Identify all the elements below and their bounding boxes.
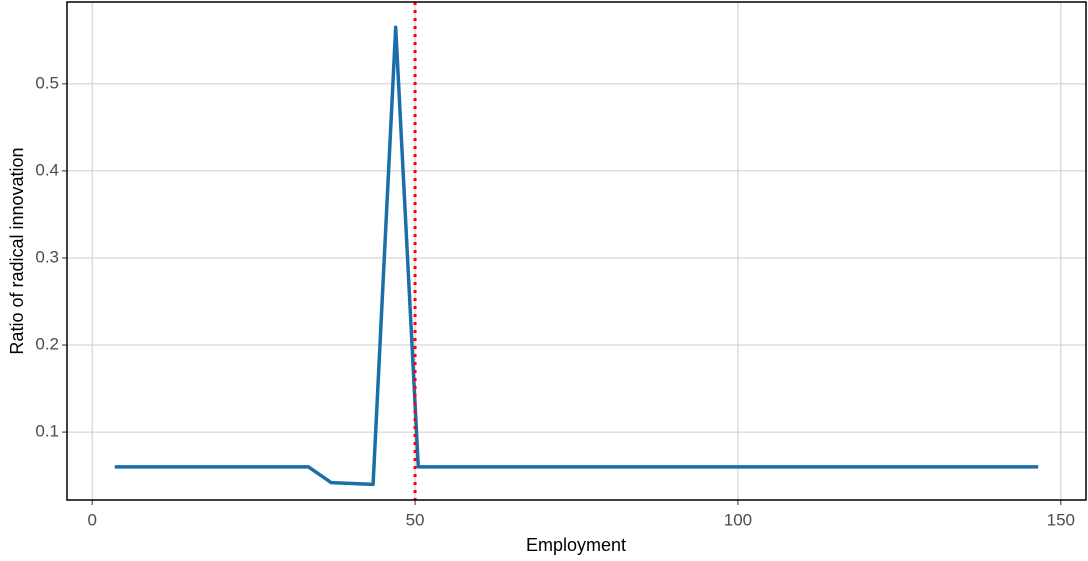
x-tick-label: 50 (406, 510, 425, 529)
x-tick-label: 100 (724, 510, 752, 529)
panel-border (66, 1, 1087, 501)
data-line (114, 25, 1039, 487)
y-tick-label: 0.3 (35, 247, 59, 266)
x-tick-label: 150 (1047, 510, 1075, 529)
y-tick-label: 0.4 (35, 160, 59, 179)
y-tick-label: 0.1 (35, 422, 59, 441)
y-tick-label: 0.5 (35, 73, 59, 92)
y-tick-label: 0.2 (35, 335, 59, 354)
x-axis-title: Employment (526, 535, 626, 555)
x-tick-label: 0 (87, 510, 96, 529)
y-axis-title: Ratio of radical innovation (7, 147, 27, 354)
